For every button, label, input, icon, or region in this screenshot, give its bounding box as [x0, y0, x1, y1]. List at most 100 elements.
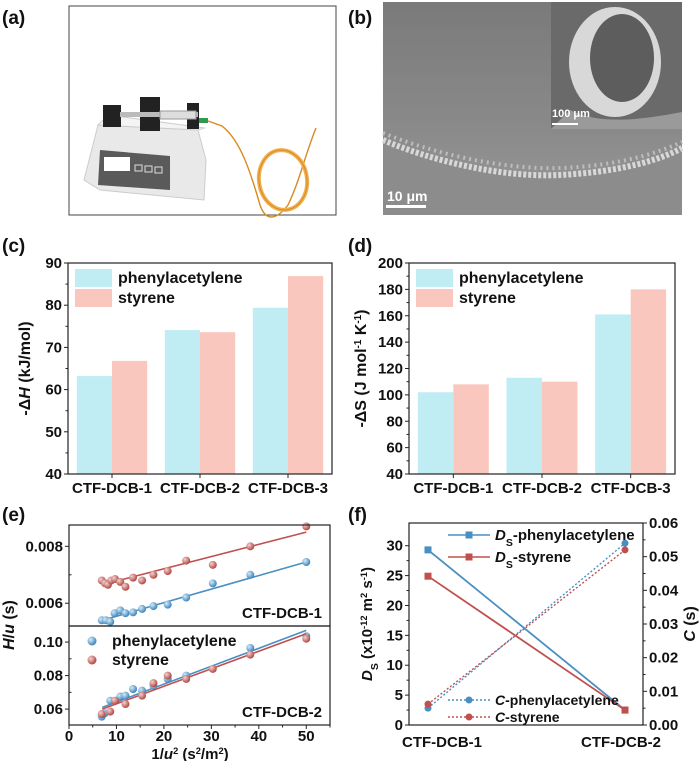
series-line-DS-phenylacetylene: [427, 549, 626, 711]
label-segment: -12: [359, 615, 369, 628]
bar-styrene-CTF-DCB-3: [288, 276, 324, 474]
bar-styrene-CTF-DCB-1: [453, 384, 489, 474]
legend-swatch-phenylacetylene: [416, 269, 453, 287]
legend-marker: [465, 531, 473, 539]
point-styrene: [208, 560, 217, 569]
y-axis-label: DS (x10-12 m2 s-1): [359, 567, 381, 681]
point-styrene: [246, 650, 255, 659]
scale-bar-inset-label: 100 μm: [552, 108, 590, 120]
chart-f: 0 5 10 15 20 25 30 0.00 0.01 0.02 0.03 0.04 0.05 0.06…: [359, 515, 699, 751]
y-tick-label: 0.04: [649, 582, 679, 599]
label-segment: -Δ: [17, 399, 34, 416]
series-line-C-phenylacetylene: [427, 542, 626, 709]
point-styrene: [163, 671, 172, 680]
legend-marker: [465, 553, 473, 561]
x-tick-label: CTF-DCB-2: [160, 480, 240, 497]
point-C-styrene: [424, 700, 432, 708]
legend-marker-styrene: [87, 655, 97, 665]
fit-line-phenylacetylene: [101, 629, 307, 709]
y-tick-label: 15: [386, 627, 403, 644]
y2-axis-label: C (s): [682, 606, 699, 642]
x-tick-label: CTF-DCB-1: [402, 734, 482, 751]
label-segment: m: [359, 598, 376, 616]
series-line-C-styrene: [427, 549, 626, 705]
label-segment: S: [369, 663, 381, 670]
label-segment: /: [1, 633, 18, 638]
y-axis-label: -ΔH (kJ/mol): [17, 321, 34, 415]
bar-phenylacetylene-CTF-DCB-1: [417, 392, 454, 474]
chart-c: 40 50 60 70 80 90 CTF-DCB-1 CTF-DCB-2 CTF-DCB-3 p…: [17, 255, 333, 497]
x-tick-label: CTF-DCB-1: [413, 480, 493, 497]
label-segment: C: [495, 692, 506, 708]
subplot-CTF-DCB-1: 0.006 0.008 CTF-DCB-1: [25, 522, 331, 627]
label-segment: (s): [1, 600, 18, 624]
point-phenylacetylene: [163, 600, 172, 609]
chart-d: 40 60 80 100 120 140 160 180 200 CTF-DCB-1 CTF-DCB…: [353, 255, 676, 497]
y-axis-label: -ΔS (J mol-1 K-1): [353, 309, 371, 427]
point-phenylacetylene: [149, 602, 158, 611]
label-segment: -phenylacetylene: [505, 692, 619, 708]
sem-image: 10 μm 100 μm: [381, 2, 684, 215]
y-tick-label: 80: [45, 297, 62, 314]
panel-label-f: (f): [348, 505, 367, 526]
point-phenylacetylene: [121, 609, 130, 618]
y-tick-label: 100: [378, 387, 403, 404]
point-DS-styrene: [621, 706, 629, 714]
label-segment: H: [17, 387, 34, 399]
scale-bar-main-label: 10 μm: [387, 188, 427, 204]
y-tick-label: 140: [378, 334, 403, 351]
label-segment: S: [506, 559, 513, 571]
subplot-CTF-DCB-2: 0.06 0.08 0.10 CTF-DCB-2: [34, 625, 331, 726]
label-segment: C: [495, 709, 506, 725]
y-tick-label: 160: [378, 308, 403, 325]
label-segment: 2: [196, 746, 201, 756]
point-phenylacetylene: [129, 608, 138, 617]
syringe-pump-schematic: [68, 5, 337, 218]
y-tick-label: 60: [45, 382, 62, 399]
point-styrene: [97, 710, 106, 719]
point-styrene: [302, 634, 311, 643]
bar-styrene-CTF-DCB-2: [200, 332, 236, 474]
label-segment: -phenylacetylene: [513, 527, 635, 544]
legend-label: C-phenylacetylene: [495, 692, 619, 708]
y-tick-label: 20: [386, 597, 403, 614]
series-line-DS-styrene: [427, 575, 626, 711]
x-tick-label: 40: [250, 728, 267, 745]
y-tick-label: 0.06: [649, 515, 678, 532]
legend-label: C-styrene: [495, 709, 560, 725]
point-styrene: [129, 573, 138, 582]
label-segment: 1/: [151, 746, 164, 761]
panel-label-d: (d): [348, 236, 372, 257]
legend-label: DS-styrene: [495, 549, 571, 571]
label-segment: u: [164, 746, 173, 761]
bar-phenylacetylene-CTF-DCB-2: [506, 377, 542, 474]
y-tick-label: 5: [395, 687, 403, 704]
point-styrene: [121, 700, 130, 709]
label-segment: -styrene: [505, 709, 560, 725]
x-tick-label: 0: [65, 728, 73, 745]
point-styrene: [106, 707, 115, 716]
point-phenylacetylene: [246, 570, 255, 579]
y-tick-label: 50: [45, 424, 62, 441]
point-phenylacetylene: [129, 684, 138, 693]
plot-frame: [408, 262, 676, 475]
y-tick-label: 0.008: [25, 538, 63, 555]
panel-label-b: (b): [348, 8, 372, 29]
label-segment: D: [359, 670, 376, 681]
plot-frame: [68, 625, 331, 726]
point-styrene: [302, 522, 311, 531]
label-segment: -styrene: [513, 549, 571, 566]
y-tick-label: 80: [386, 413, 403, 430]
point-DS-styrene: [424, 572, 432, 580]
bar-phenylacetylene-CTF-DCB-3: [252, 307, 288, 474]
panel-label-a: (a): [2, 8, 25, 29]
label-segment: K: [353, 323, 370, 339]
bar-phenylacetylene-CTF-DCB-1: [76, 376, 112, 474]
point-styrene: [116, 577, 125, 586]
x-tick-label: CTF-DCB-3: [248, 480, 328, 497]
x-tick-label: CTF-DCB-2: [502, 480, 582, 497]
legend-swatch-styrene: [75, 289, 112, 307]
point-phenylacetylene: [121, 691, 130, 700]
